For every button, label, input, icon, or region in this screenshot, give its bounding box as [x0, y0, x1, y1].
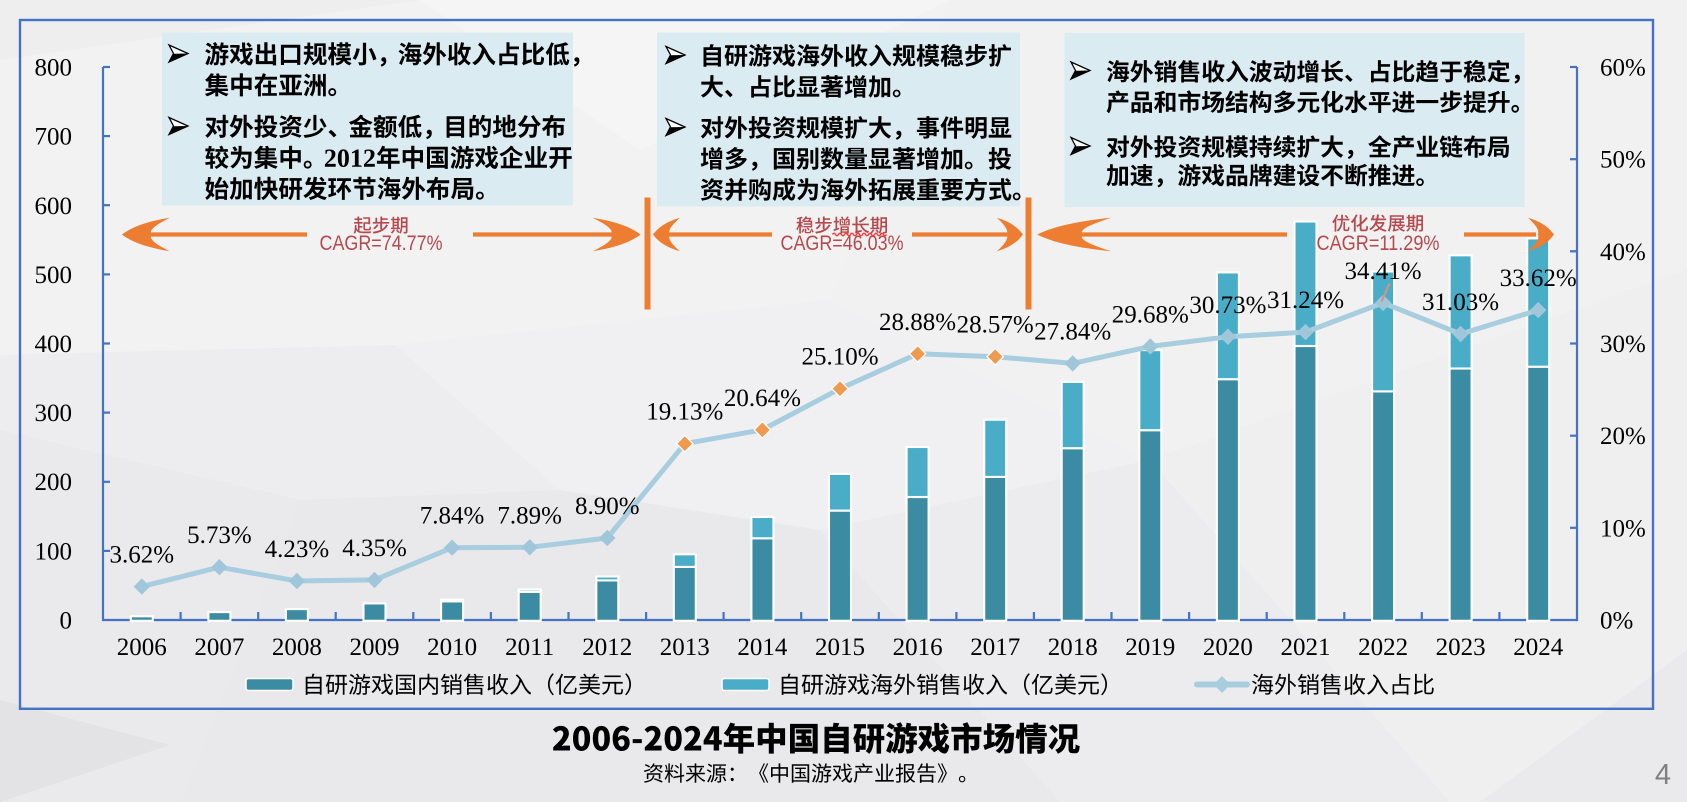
svg-text:4: 4 [1655, 759, 1671, 791]
svg-text:30.73%: 30.73% [1189, 292, 1266, 319]
svg-text:34.41%: 34.41% [1345, 258, 1422, 285]
svg-text:33.62%: 33.62% [1500, 265, 1577, 292]
svg-text:800: 800 [35, 55, 73, 82]
svg-text:28.88%: 28.88% [879, 309, 956, 336]
svg-text:2014: 2014 [737, 634, 788, 661]
svg-text:2009: 2009 [350, 634, 400, 661]
svg-text:700: 700 [35, 124, 73, 151]
svg-text:500: 500 [35, 262, 73, 289]
svg-text:600: 600 [35, 193, 73, 220]
svg-text:2015: 2015 [815, 634, 865, 661]
svg-text:100: 100 [35, 538, 73, 565]
svg-text:4.23%: 4.23% [265, 536, 330, 563]
svg-text:2021: 2021 [1281, 634, 1331, 661]
svg-text:400: 400 [35, 331, 73, 358]
svg-text:2011: 2011 [505, 634, 554, 661]
svg-text:2006: 2006 [117, 634, 167, 661]
svg-text:2010: 2010 [427, 634, 477, 661]
svg-text:2008: 2008 [272, 634, 322, 661]
svg-text:2012: 2012 [582, 634, 632, 661]
svg-text:28.57%: 28.57% [957, 312, 1034, 339]
svg-text:7.89%: 7.89% [497, 502, 562, 529]
svg-text:2018: 2018 [1048, 634, 1098, 661]
svg-text:2017: 2017 [970, 634, 1020, 661]
svg-text:2013: 2013 [660, 634, 710, 661]
svg-text:2020: 2020 [1203, 634, 1253, 661]
svg-text:CAGR=11.29%: CAGR=11.29% [1317, 231, 1440, 255]
svg-text:0%: 0% [1600, 608, 1633, 635]
svg-text:31.03%: 31.03% [1422, 289, 1499, 316]
svg-text:20%: 20% [1600, 423, 1646, 450]
svg-text:40%: 40% [1600, 239, 1646, 266]
svg-text:200: 200 [35, 469, 73, 496]
svg-text:5.73%: 5.73% [187, 522, 252, 549]
svg-text:50%: 50% [1600, 147, 1646, 174]
svg-text:19.13%: 19.13% [646, 399, 723, 426]
svg-text:20.64%: 20.64% [724, 385, 801, 412]
svg-text:0: 0 [60, 608, 73, 635]
svg-text:8.90%: 8.90% [575, 493, 640, 520]
svg-text:2019: 2019 [1125, 634, 1175, 661]
svg-text:60%: 60% [1600, 55, 1646, 82]
svg-text:25.10%: 25.10% [801, 344, 878, 371]
svg-text:4.35%: 4.35% [342, 535, 407, 562]
svg-text:2007: 2007 [194, 634, 244, 661]
svg-text:2024: 2024 [1513, 634, 1564, 661]
svg-text:10%: 10% [1600, 515, 1646, 542]
svg-text:2022: 2022 [1358, 634, 1408, 661]
svg-text:3.62%: 3.62% [110, 542, 175, 569]
svg-text:29.68%: 29.68% [1112, 301, 1189, 328]
svg-text:27.84%: 27.84% [1034, 318, 1111, 345]
svg-text:CAGR=74.77%: CAGR=74.77% [320, 231, 443, 255]
svg-text:7.84%: 7.84% [420, 503, 485, 530]
svg-text:30%: 30% [1600, 331, 1646, 358]
svg-text:2016: 2016 [893, 634, 943, 661]
svg-text:2023: 2023 [1436, 634, 1486, 661]
svg-text:31.24%: 31.24% [1267, 287, 1344, 314]
svg-text:300: 300 [35, 400, 73, 427]
